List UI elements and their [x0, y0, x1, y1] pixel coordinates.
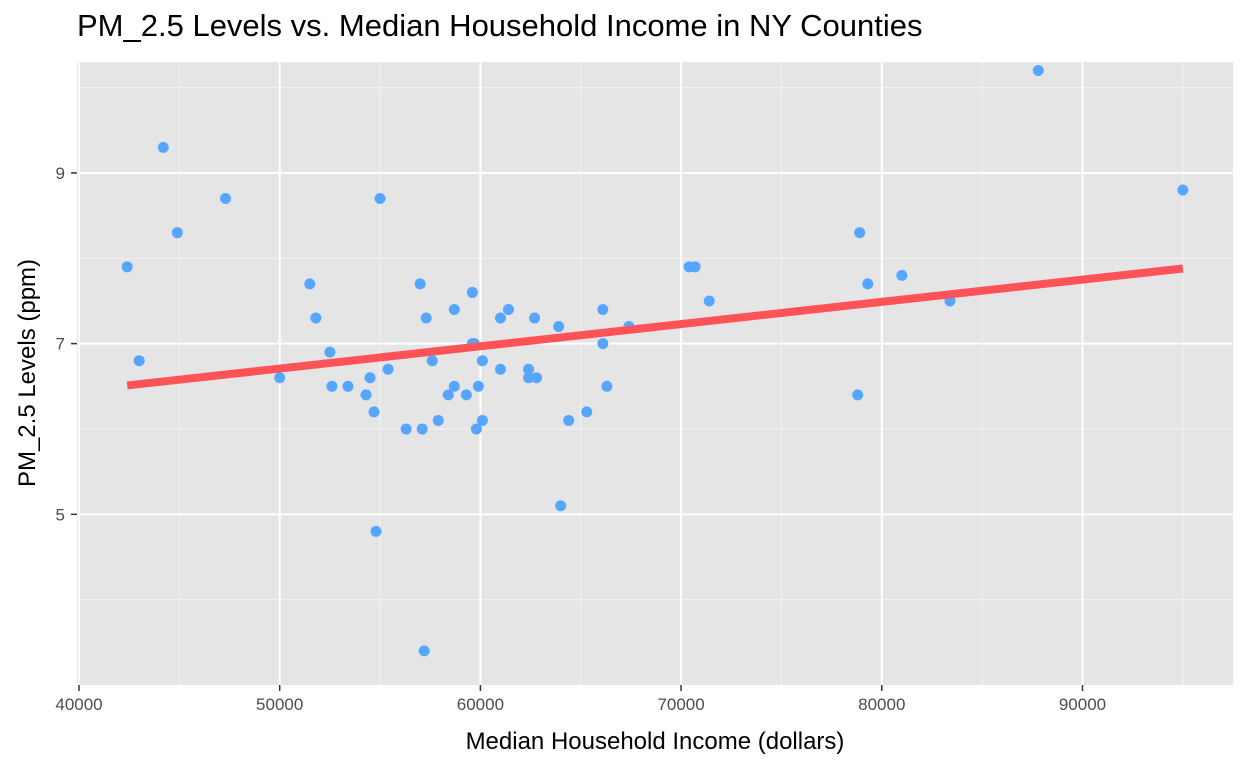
- data-point: [476, 355, 488, 367]
- y-tick-label: 9: [56, 164, 65, 183]
- data-point: [324, 346, 336, 358]
- y-axis-title: PM_2.5 Levels (ppm): [14, 259, 41, 487]
- data-point: [502, 303, 514, 315]
- data-point: [426, 355, 438, 367]
- data-point: [460, 389, 472, 401]
- data-point: [563, 414, 575, 426]
- data-point: [416, 423, 428, 435]
- data-point: [597, 338, 609, 350]
- trend-line: [126, 264, 1184, 390]
- data-point: [1177, 184, 1189, 196]
- data-point: [531, 372, 543, 384]
- data-point: [400, 423, 412, 435]
- data-point: [360, 389, 372, 401]
- x-tick-label: 40000: [55, 695, 102, 714]
- data-point: [171, 227, 183, 239]
- x-axis-title: Median Household Income (dollars): [466, 728, 845, 755]
- x-tick-label: 80000: [858, 695, 905, 714]
- data-point: [342, 380, 354, 392]
- data-point: [862, 278, 874, 290]
- data-point: [529, 312, 541, 324]
- x-axis: 40000 50000 60000 70000 80000 90000: [55, 685, 1106, 714]
- data-point: [689, 261, 701, 273]
- data-point: [368, 406, 380, 418]
- data-point: [601, 380, 613, 392]
- y-tick-label: 5: [56, 505, 65, 524]
- data-point: [448, 303, 460, 315]
- data-point: [466, 286, 478, 298]
- data-point: [597, 303, 609, 315]
- data-point: [133, 355, 145, 367]
- data-point: [310, 312, 322, 324]
- data-point: [442, 389, 454, 401]
- data-point: [523, 363, 535, 375]
- data-point: [494, 363, 506, 375]
- data-point: [414, 278, 426, 290]
- data-point: [420, 312, 432, 324]
- x-tick-label: 50000: [256, 695, 303, 714]
- data-point: [476, 414, 488, 426]
- x-tick-label: 90000: [1059, 695, 1106, 714]
- data-point: [374, 193, 386, 205]
- data-point: [370, 525, 382, 537]
- data-point: [364, 372, 376, 384]
- data-point: [274, 372, 286, 384]
- data-point: [326, 380, 338, 392]
- x-tick-label: 70000: [657, 695, 704, 714]
- x-tick-label: 60000: [457, 695, 504, 714]
- data-point: [523, 372, 535, 384]
- data-point: [418, 645, 430, 657]
- data-point: [581, 406, 593, 418]
- minor-gridlines: [77, 62, 1233, 685]
- data-point: [448, 380, 460, 392]
- data-point: [896, 269, 908, 281]
- data-point: [494, 312, 506, 324]
- data-point: [121, 261, 133, 273]
- data-point: [553, 321, 565, 333]
- data-point: [1032, 65, 1044, 77]
- data-point: [220, 193, 232, 205]
- data-point: [157, 141, 169, 153]
- data-point: [304, 278, 316, 290]
- y-tick-label: 7: [56, 335, 65, 354]
- data-point: [555, 500, 567, 512]
- data-point: [432, 414, 444, 426]
- data-point: [852, 389, 864, 401]
- chart-title: PM_2.5 Levels vs. Median Household Incom…: [77, 8, 923, 43]
- data-point: [854, 227, 866, 239]
- data-point: [382, 363, 394, 375]
- data-point: [472, 380, 484, 392]
- data-point: [470, 423, 482, 435]
- data-point: [703, 295, 715, 307]
- y-axis: 5 7 9: [56, 164, 77, 524]
